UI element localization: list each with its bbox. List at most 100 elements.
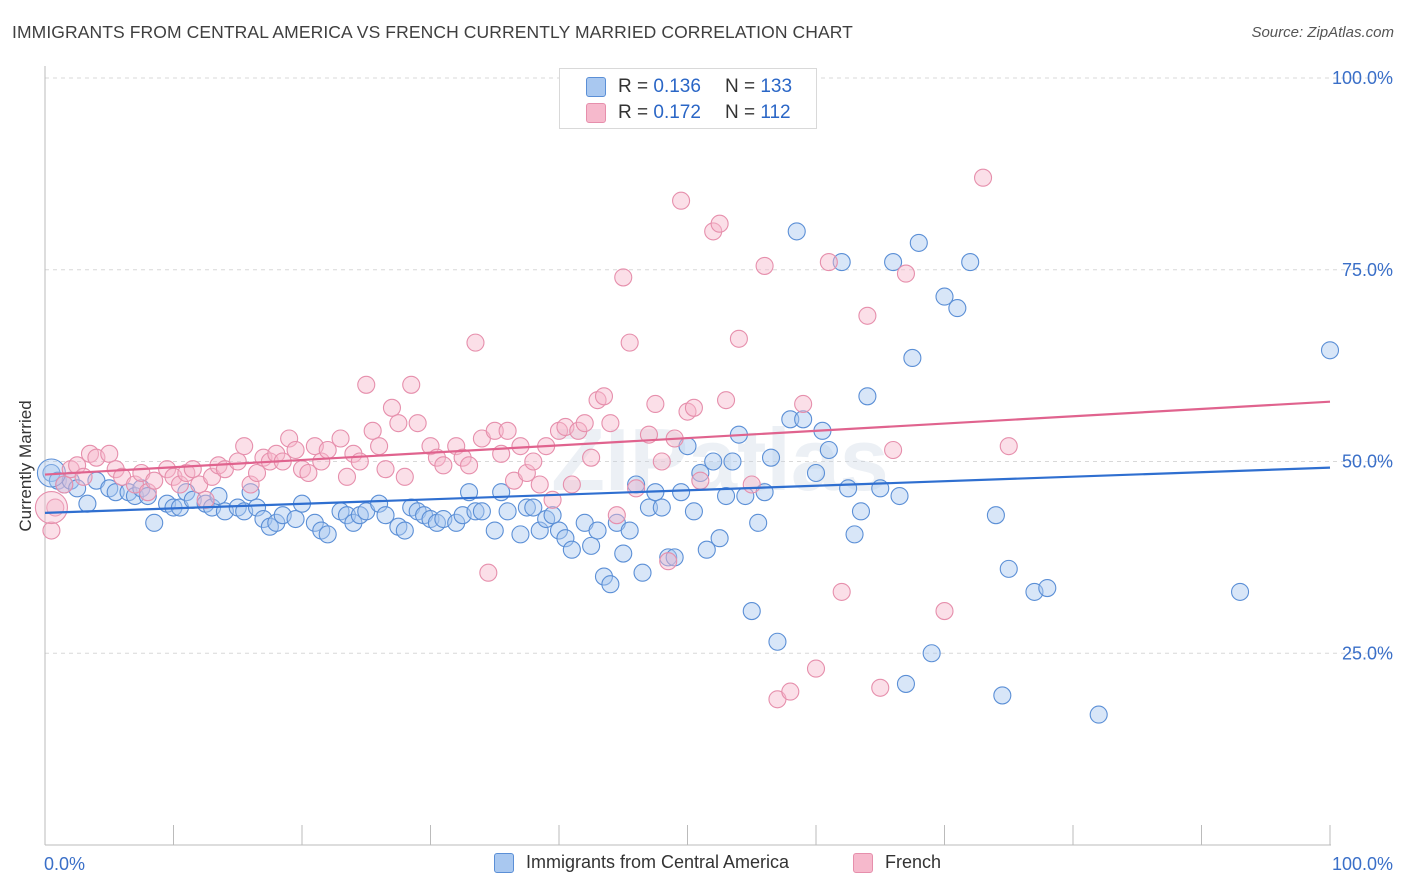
data-point-immigrants — [633, 563, 652, 582]
data-point-french — [74, 467, 93, 486]
data-point-immigrants — [530, 521, 549, 540]
legend-item-label: Immigrants from Central America — [526, 852, 790, 872]
data-point-immigrants — [684, 502, 703, 521]
data-point-immigrants — [247, 498, 267, 517]
data-point-immigrants — [787, 222, 806, 241]
data-point-french — [755, 256, 774, 275]
axes — [44, 66, 1331, 846]
data-point-french — [459, 456, 479, 475]
data-point-immigrants — [337, 506, 357, 525]
data-point-immigrants — [710, 529, 729, 548]
data-point-immigrants — [858, 387, 877, 406]
data-point-immigrants — [961, 253, 980, 272]
data-point-french — [973, 168, 993, 187]
data-point-french — [395, 467, 414, 486]
data-point-french — [569, 421, 588, 440]
legend-r-label: R = — [618, 76, 649, 97]
data-point-immigrants — [896, 674, 916, 693]
data-point-french — [34, 490, 68, 525]
data-point-french — [858, 306, 877, 325]
data-point-french — [646, 394, 665, 414]
y-tick-label: 25.0% — [1342, 643, 1393, 663]
data-point-immigrants — [691, 463, 710, 483]
data-point-french — [794, 394, 813, 414]
data-point-french — [639, 425, 659, 444]
data-point-french — [421, 437, 440, 456]
data-point-immigrants — [639, 498, 659, 517]
data-point-immigrants — [594, 567, 614, 586]
correlation-legend: R = 0.136 N = 133 R = 0.172 N = 112 — [559, 68, 817, 129]
legend-item-label: French — [885, 852, 942, 872]
y-tick-label: 50.0% — [1342, 452, 1393, 472]
data-point-french — [627, 479, 646, 498]
series-legend: Immigrants from Central America French — [0, 852, 1406, 876]
data-point-french — [485, 421, 504, 440]
data-point-immigrants — [697, 540, 716, 559]
data-point-french — [247, 463, 267, 483]
data-point-french — [434, 456, 453, 475]
data-point-french — [68, 456, 87, 475]
data-point-french — [235, 437, 254, 456]
legend-item-french[interactable]: French — [853, 852, 941, 873]
data-point-french — [280, 429, 299, 448]
data-point-french — [241, 475, 260, 494]
data-point-immigrants — [78, 494, 97, 513]
legend-swatch-pink — [586, 103, 606, 123]
data-point-french — [530, 475, 549, 494]
data-point-french — [620, 333, 639, 352]
data-point-immigrants — [588, 521, 607, 540]
legend-r-value: 0.136 — [653, 76, 701, 97]
data-point-immigrants — [1231, 582, 1250, 601]
data-point-french — [138, 483, 157, 502]
data-point-immigrants — [948, 299, 967, 318]
data-point-french — [659, 552, 678, 571]
data-point-immigrants — [267, 513, 286, 532]
data-point-immigrants — [601, 575, 620, 594]
data-point-immigrants — [742, 602, 761, 621]
data-point-immigrants — [517, 498, 536, 517]
data-point-french — [607, 506, 626, 525]
data-point-french — [55, 475, 74, 494]
data-point-immigrants — [890, 486, 909, 506]
trend-lines — [44, 400, 1331, 514]
data-point-immigrants — [318, 525, 337, 544]
x-tick-label: 100.0% — [1332, 854, 1393, 874]
data-point-french — [517, 463, 536, 483]
chart-title: IMMIGRANTS FROM CENTRAL AMERICA VS FRENC… — [12, 22, 853, 42]
data-point-french — [742, 475, 761, 494]
data-point-french — [672, 191, 691, 210]
data-point-immigrants — [485, 521, 504, 540]
data-point-immigrants — [794, 410, 813, 429]
data-point-french — [370, 437, 389, 456]
legend-n-value: 112 — [760, 102, 791, 123]
data-point-french — [466, 333, 485, 352]
legend-n-label: N = — [724, 102, 756, 123]
data-point-french — [363, 421, 382, 440]
grid-lines — [45, 77, 1392, 654]
data-point-french — [228, 452, 247, 471]
data-point-immigrants — [922, 644, 941, 663]
data-point-french — [614, 268, 633, 287]
data-point-immigrants — [241, 483, 260, 502]
data-point-immigrants — [723, 452, 742, 471]
data-point-french — [691, 471, 710, 490]
legend-row-immigrants: R = 0.136 N = 133 — [586, 76, 792, 98]
trend-line-french — [44, 400, 1331, 476]
data-point-immigrants — [884, 253, 903, 272]
data-point-immigrants — [1320, 341, 1340, 360]
data-point-immigrants — [498, 502, 517, 521]
data-point-french — [196, 490, 215, 509]
data-point-french — [183, 460, 202, 479]
data-point-immigrants — [652, 498, 671, 517]
legend-item-immigrants[interactable]: Immigrants from Central America — [494, 852, 789, 873]
legend-r-value: 0.172 — [653, 102, 701, 123]
data-point-immigrants — [986, 506, 1005, 525]
data-point-french — [389, 414, 408, 433]
data-point-immigrants — [659, 548, 678, 567]
data-point-immigrants — [806, 463, 826, 483]
data-point-immigrants — [819, 440, 838, 460]
data-point-immigrants — [749, 513, 768, 532]
data-point-french — [710, 214, 729, 233]
data-point-immigrants — [549, 521, 569, 540]
data-point-immigrants — [909, 233, 928, 252]
